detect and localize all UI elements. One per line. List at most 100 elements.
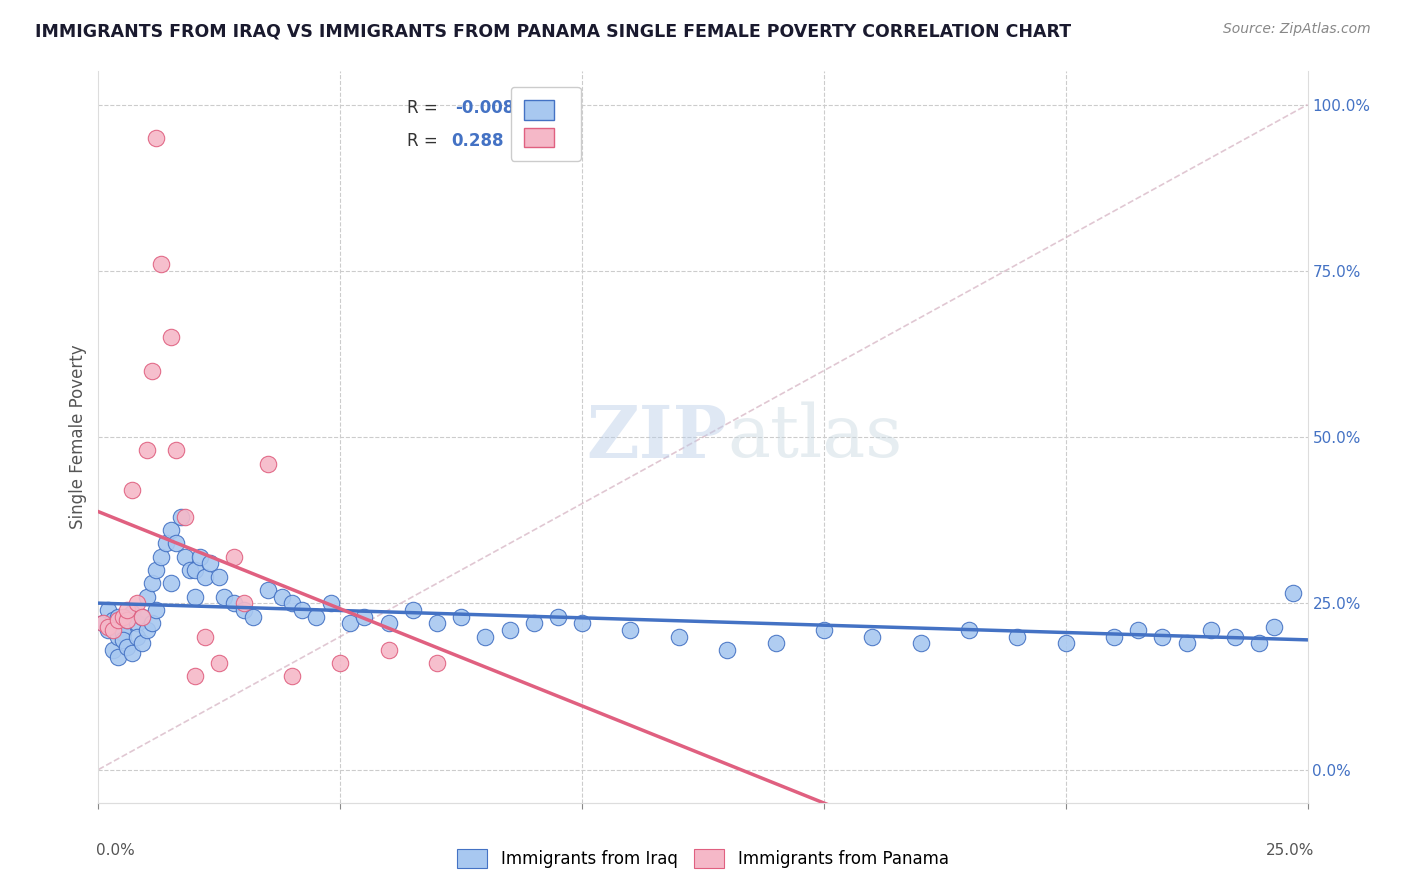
Point bbox=[107, 630, 129, 644]
Point bbox=[256, 582, 278, 597]
Point bbox=[145, 131, 167, 145]
Point bbox=[222, 549, 245, 564]
Point bbox=[222, 596, 245, 610]
Point bbox=[145, 603, 167, 617]
Text: Source: ZipAtlas.com: Source: ZipAtlas.com bbox=[1223, 22, 1371, 37]
Point bbox=[141, 576, 163, 591]
Point bbox=[232, 603, 254, 617]
Point bbox=[1152, 630, 1174, 644]
Point bbox=[198, 557, 221, 571]
Point bbox=[290, 603, 312, 617]
Point bbox=[160, 576, 183, 591]
Point bbox=[121, 646, 143, 660]
Point bbox=[498, 623, 520, 637]
Point bbox=[101, 623, 124, 637]
Point bbox=[1263, 619, 1285, 633]
Point bbox=[179, 563, 201, 577]
Point bbox=[131, 609, 153, 624]
Point bbox=[141, 616, 163, 631]
Legend: Immigrants from Iraq, Immigrants from Panama: Immigrants from Iraq, Immigrants from Pa… bbox=[451, 842, 955, 875]
Point bbox=[957, 623, 980, 637]
Point bbox=[127, 616, 149, 631]
Point bbox=[242, 609, 264, 624]
Point bbox=[107, 649, 129, 664]
Point bbox=[1102, 630, 1125, 644]
Point bbox=[160, 330, 183, 344]
Point bbox=[474, 630, 496, 644]
Point bbox=[97, 619, 120, 633]
Point bbox=[184, 590, 207, 604]
Point bbox=[212, 590, 235, 604]
Point bbox=[135, 443, 157, 458]
Point bbox=[111, 632, 134, 647]
Point bbox=[135, 623, 157, 637]
Point bbox=[716, 643, 738, 657]
Point bbox=[97, 623, 120, 637]
Point bbox=[377, 616, 399, 631]
Point bbox=[91, 616, 114, 631]
Text: IMMIGRANTS FROM IRAQ VS IMMIGRANTS FROM PANAMA SINGLE FEMALE POVERTY CORRELATION: IMMIGRANTS FROM IRAQ VS IMMIGRANTS FROM … bbox=[35, 22, 1071, 40]
Point bbox=[160, 523, 183, 537]
Text: R =: R = bbox=[406, 132, 437, 150]
Point bbox=[813, 623, 835, 637]
Point bbox=[174, 549, 197, 564]
Point bbox=[377, 643, 399, 657]
Point bbox=[1199, 623, 1222, 637]
Point bbox=[426, 616, 449, 631]
Point bbox=[127, 630, 149, 644]
Point bbox=[97, 603, 120, 617]
Point bbox=[571, 616, 593, 631]
Point bbox=[174, 509, 197, 524]
Point bbox=[155, 536, 177, 550]
Point bbox=[450, 609, 472, 624]
Text: -0.008: -0.008 bbox=[456, 99, 515, 117]
Point bbox=[194, 570, 217, 584]
Point bbox=[117, 640, 139, 654]
Point bbox=[101, 643, 124, 657]
Point bbox=[101, 619, 124, 633]
Point bbox=[668, 630, 690, 644]
Point bbox=[208, 570, 231, 584]
Point bbox=[107, 609, 129, 624]
Point bbox=[131, 636, 153, 650]
Point bbox=[184, 563, 207, 577]
Point bbox=[127, 596, 149, 610]
Point bbox=[107, 613, 129, 627]
Point bbox=[1128, 623, 1150, 637]
Point bbox=[165, 536, 187, 550]
Point bbox=[281, 596, 304, 610]
Point bbox=[353, 609, 375, 624]
Point bbox=[232, 596, 254, 610]
Point bbox=[1054, 636, 1077, 650]
Point bbox=[426, 656, 449, 670]
Point bbox=[271, 590, 294, 604]
Point bbox=[765, 636, 787, 650]
Point bbox=[1007, 630, 1029, 644]
Point bbox=[194, 630, 217, 644]
Point bbox=[117, 613, 139, 627]
Point bbox=[188, 549, 211, 564]
Point bbox=[145, 563, 167, 577]
Point bbox=[101, 613, 124, 627]
Point bbox=[547, 609, 569, 624]
Point bbox=[131, 609, 153, 624]
Legend: , : , bbox=[510, 87, 581, 161]
Point bbox=[339, 616, 361, 631]
Text: atlas: atlas bbox=[727, 401, 903, 473]
Point bbox=[121, 607, 143, 621]
Point bbox=[1223, 630, 1246, 644]
Point bbox=[860, 630, 883, 644]
Point bbox=[1249, 636, 1271, 650]
Point bbox=[117, 603, 139, 617]
Text: 0.0%: 0.0% bbox=[96, 843, 135, 858]
Point bbox=[208, 656, 231, 670]
Text: ZIP: ZIP bbox=[586, 401, 727, 473]
Point bbox=[523, 616, 546, 631]
Point bbox=[91, 616, 114, 631]
Point bbox=[111, 609, 134, 624]
Point bbox=[169, 509, 191, 524]
Text: N = 27: N = 27 bbox=[516, 132, 574, 150]
Point bbox=[111, 626, 134, 640]
Point bbox=[135, 590, 157, 604]
Point bbox=[619, 623, 641, 637]
